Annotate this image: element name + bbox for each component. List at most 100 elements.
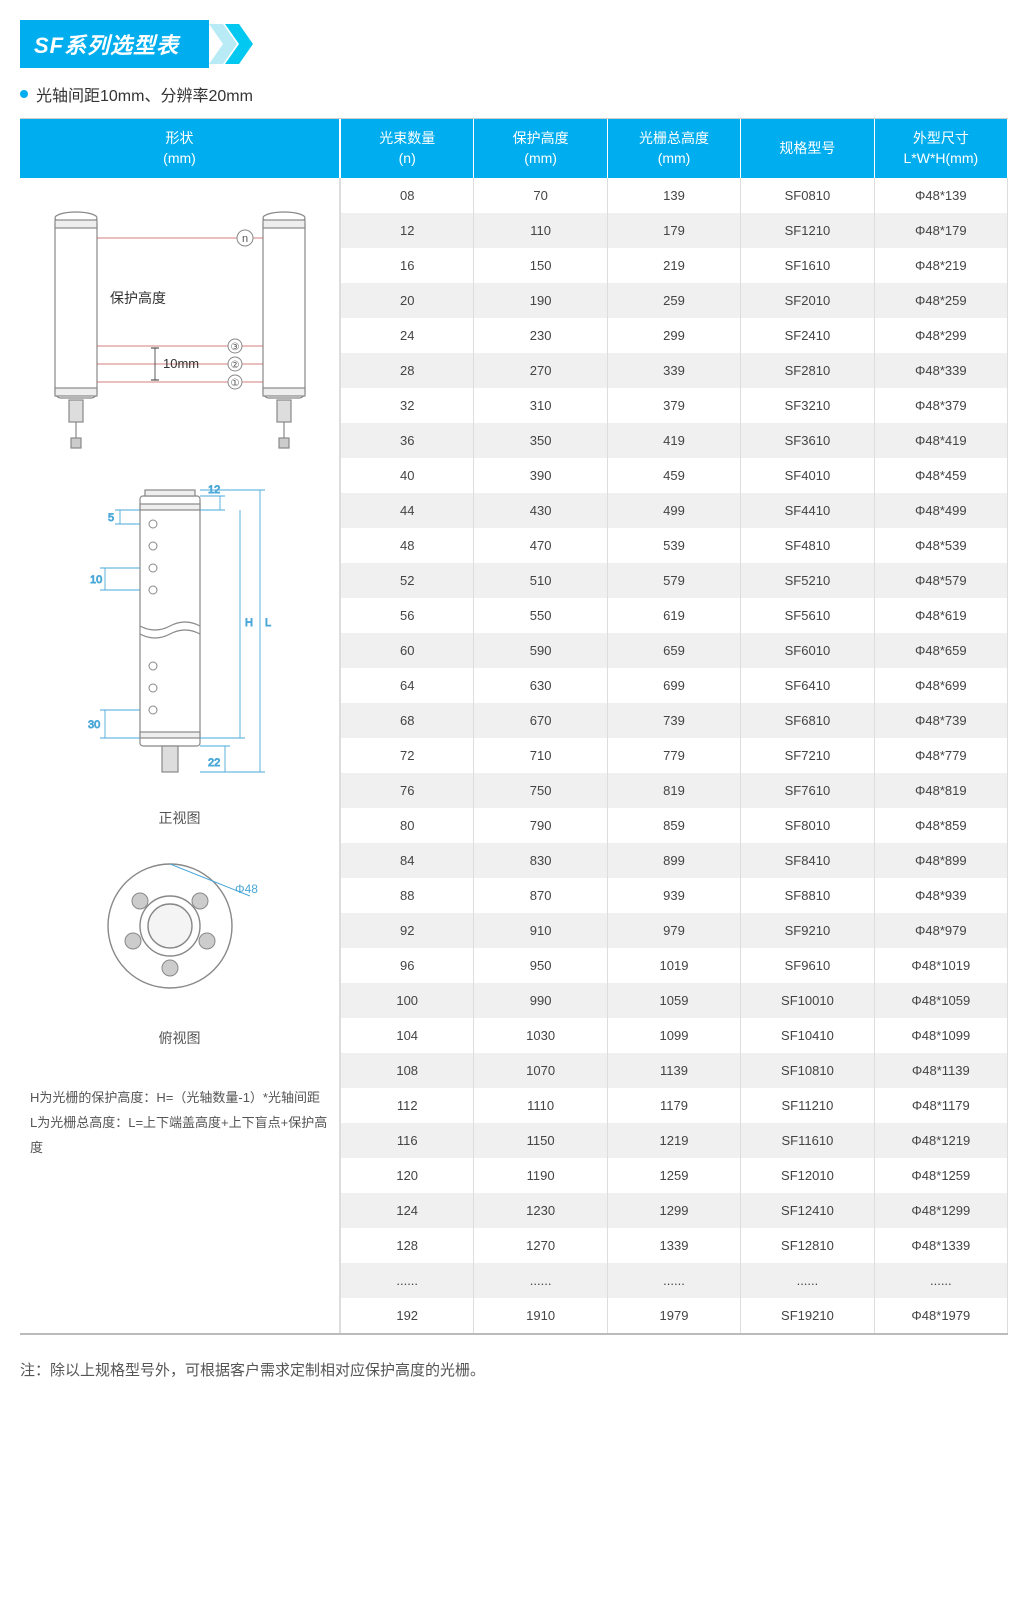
table-cell: 56 bbox=[340, 598, 473, 633]
table-row: 20190259SF2010Φ48*259 bbox=[340, 283, 1008, 318]
svg-text:10mm: 10mm bbox=[163, 356, 199, 371]
table-cell: 230 bbox=[473, 318, 606, 353]
table-cell: 76 bbox=[340, 773, 473, 808]
title-bar: SF系列选型表 bbox=[20, 20, 1008, 68]
table-cell: 36 bbox=[340, 423, 473, 458]
table-cell: 96 bbox=[340, 948, 473, 983]
table-cell: 84 bbox=[340, 843, 473, 878]
table-cell: SF10410 bbox=[740, 1018, 873, 1053]
table-cell: 699 bbox=[607, 668, 740, 703]
table-cell: 1099 bbox=[607, 1018, 740, 1053]
table-cell: 1910 bbox=[473, 1298, 606, 1333]
table-row: 10810701139SF10810Φ48*1139 bbox=[340, 1053, 1008, 1088]
table-cell: 590 bbox=[473, 633, 606, 668]
table-cell: 124 bbox=[340, 1193, 473, 1228]
table-cell: Φ48*179 bbox=[874, 213, 1008, 248]
table-cell: SF1210 bbox=[740, 213, 873, 248]
data-column: 光束数量(n)保护高度(mm)光栅总高度(mm)规格型号外型尺寸L*W*H(mm… bbox=[340, 119, 1008, 1333]
col-header: 光栅总高度(mm) bbox=[608, 119, 741, 178]
table-cell: 899 bbox=[607, 843, 740, 878]
svg-text:③: ③ bbox=[230, 342, 239, 353]
table-row: 969501019SF9610Φ48*1019 bbox=[340, 948, 1008, 983]
table-cell: Φ48*859 bbox=[874, 808, 1008, 843]
front-view-caption: 正视图 bbox=[159, 808, 201, 828]
table-row: 88870939SF8810Φ48*939 bbox=[340, 878, 1008, 913]
table-cell: 68 bbox=[340, 703, 473, 738]
table-row: 11611501219SF11610Φ48*1219 bbox=[340, 1123, 1008, 1158]
table-cell: Φ48*699 bbox=[874, 668, 1008, 703]
table-cell: 859 bbox=[607, 808, 740, 843]
table-cell: 52 bbox=[340, 563, 473, 598]
table-cell: 1230 bbox=[473, 1193, 606, 1228]
table-cell: 739 bbox=[607, 703, 740, 738]
table-cell: SF12010 bbox=[740, 1158, 873, 1193]
table-cell: SF5610 bbox=[740, 598, 873, 633]
col-header-l2: (mm) bbox=[612, 149, 736, 169]
col-header: 保护高度(mm) bbox=[474, 119, 607, 178]
table-row: 68670739SF6810Φ48*739 bbox=[340, 703, 1008, 738]
table-cell: 990 bbox=[473, 983, 606, 1018]
table-cell: 310 bbox=[473, 388, 606, 423]
table-cell: 190 bbox=[473, 283, 606, 318]
table-row: 12011901259SF12010Φ48*1259 bbox=[340, 1158, 1008, 1193]
table-cell: SF6010 bbox=[740, 633, 873, 668]
table-row: 72710779SF7210Φ48*779 bbox=[340, 738, 1008, 773]
table-cell: 100 bbox=[340, 983, 473, 1018]
page-title: SF系列选型表 bbox=[20, 20, 209, 68]
table-row: 52510579SF5210Φ48*579 bbox=[340, 563, 1008, 598]
svg-text:②: ② bbox=[230, 360, 239, 371]
table-cell: 1979 bbox=[607, 1298, 740, 1333]
table-cell: SF9210 bbox=[740, 913, 873, 948]
col-header-l2: (mm) bbox=[478, 149, 602, 169]
table-cell: ...... bbox=[607, 1263, 740, 1298]
col-header-l1: 外型尺寸 bbox=[879, 129, 1003, 149]
table-row: 48470539SF4810Φ48*539 bbox=[340, 528, 1008, 563]
svg-text:Φ48: Φ48 bbox=[235, 882, 258, 896]
table-row: 1009901059SF10010Φ48*1059 bbox=[340, 983, 1008, 1018]
table-row: 44430499SF4410Φ48*499 bbox=[340, 493, 1008, 528]
table-cell: 1179 bbox=[607, 1088, 740, 1123]
shape-body: n ③ ② ① 保护高度 10mm bbox=[20, 178, 340, 1333]
table-cell: 350 bbox=[473, 423, 606, 458]
svg-text:保护高度: 保护高度 bbox=[110, 290, 166, 306]
table-cell: 550 bbox=[473, 598, 606, 633]
table-cell: SF4010 bbox=[740, 458, 873, 493]
table-cell: Φ48*419 bbox=[874, 423, 1008, 458]
svg-text:①: ① bbox=[230, 378, 239, 389]
table-row: 28270339SF2810Φ48*339 bbox=[340, 353, 1008, 388]
table-cell: Φ48*219 bbox=[874, 248, 1008, 283]
svg-text:10: 10 bbox=[90, 574, 102, 586]
col-header-l1: 保护高度 bbox=[478, 129, 602, 149]
table-cell: SF4810 bbox=[740, 528, 873, 563]
table-cell: 470 bbox=[473, 528, 606, 563]
table-cell: 116 bbox=[340, 1123, 473, 1158]
table-cell: SF10810 bbox=[740, 1053, 873, 1088]
col-header-l1: 规格型号 bbox=[745, 139, 869, 159]
table-cell: Φ48*539 bbox=[874, 528, 1008, 563]
table-cell: 108 bbox=[340, 1053, 473, 1088]
table-row: 64630699SF6410Φ48*699 bbox=[340, 668, 1008, 703]
bullet-icon bbox=[20, 90, 28, 98]
table-cell: 710 bbox=[473, 738, 606, 773]
table-cell: 150 bbox=[473, 248, 606, 283]
table-cell: 1030 bbox=[473, 1018, 606, 1053]
pair-diagram: n ③ ② ① 保护高度 10mm bbox=[35, 188, 325, 458]
table-cell: SF11210 bbox=[740, 1088, 873, 1123]
table-cell: 1219 bbox=[607, 1123, 740, 1158]
table-cell: 179 bbox=[607, 213, 740, 248]
table-cell: 619 bbox=[607, 598, 740, 633]
table-row: 12412301299SF12410Φ48*1299 bbox=[340, 1193, 1008, 1228]
table-header-row: 光束数量(n)保护高度(mm)光栅总高度(mm)规格型号外型尺寸L*W*H(mm… bbox=[340, 119, 1008, 178]
table-cell: SF7210 bbox=[740, 738, 873, 773]
table-row: 10410301099SF10410Φ48*1099 bbox=[340, 1018, 1008, 1053]
table-cell: 80 bbox=[340, 808, 473, 843]
table-cell: ...... bbox=[740, 1263, 873, 1298]
table-cell: 1270 bbox=[473, 1228, 606, 1263]
table-cell: Φ48*819 bbox=[874, 773, 1008, 808]
table-cell: 339 bbox=[607, 353, 740, 388]
table-row: .............................. bbox=[340, 1263, 1008, 1298]
table-cell: Φ48*1139 bbox=[874, 1053, 1008, 1088]
table-cell: 08 bbox=[340, 178, 473, 213]
table-cell: Φ48*1179 bbox=[874, 1088, 1008, 1123]
col-header: 光束数量(n) bbox=[341, 119, 474, 178]
